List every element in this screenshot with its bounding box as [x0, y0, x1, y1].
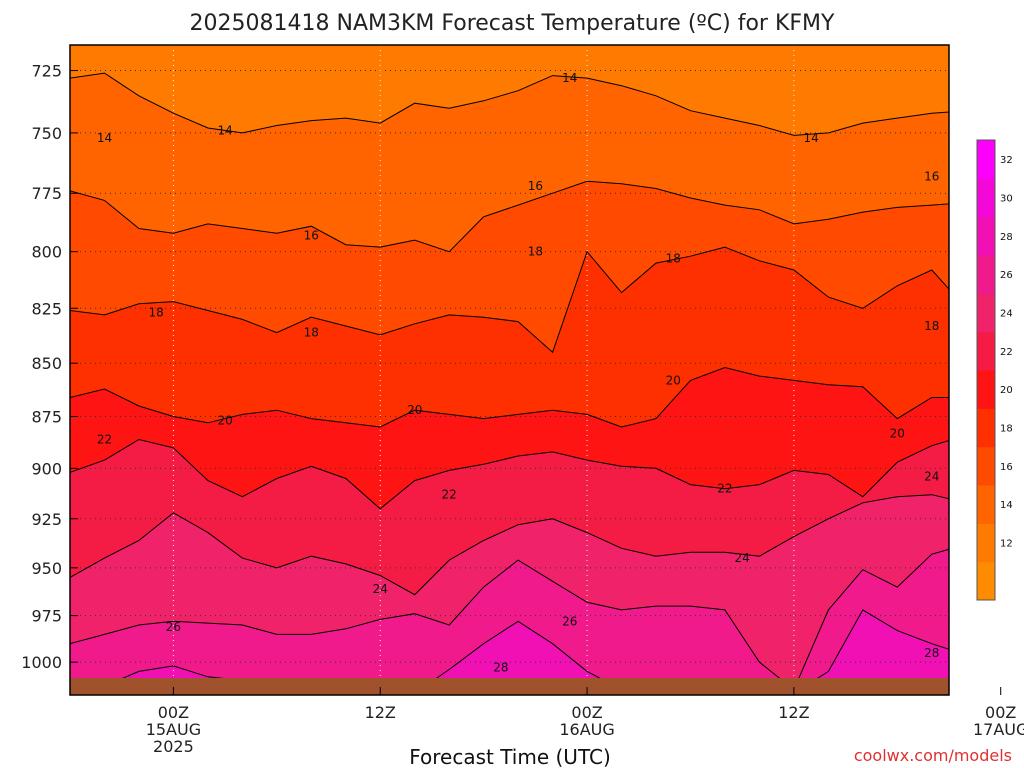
- colorbar-swatch: [977, 523, 995, 563]
- y-tick-label: 925: [31, 510, 62, 529]
- x-tick-label: 12Z: [365, 703, 396, 722]
- isotherm-labels: 14 14 14 14 16 16 16 18 18 18 18 18 20 20 20 20 22 22 22 24…: [97, 71, 991, 675]
- isotherm-14: [70, 72, 949, 136]
- colorbar-label: 22: [1000, 347, 1013, 358]
- isotherm-label: 28: [493, 661, 508, 675]
- isotherm-label: 18: [528, 245, 543, 259]
- isotherm-16: [70, 180, 949, 253]
- colorbar-label: 24: [1000, 309, 1013, 320]
- isotherm-label: 14: [562, 71, 577, 85]
- y-tick-label: 725: [31, 62, 62, 81]
- isotherm-26: [70, 548, 949, 691]
- colorbar-swatch: [977, 140, 995, 179]
- isotherm-label: 18: [924, 319, 939, 333]
- colorbar-label: 18: [1000, 424, 1013, 435]
- isotherm-label: 14: [803, 131, 818, 145]
- isotherm-label: 22: [717, 482, 732, 496]
- isotherm-20: [70, 366, 949, 428]
- isotherm-label: 14: [217, 123, 232, 137]
- isotherm-label: 26: [562, 614, 577, 628]
- colorbar-label: 16: [1000, 462, 1013, 473]
- y-tick-label: 850: [31, 354, 62, 373]
- plot-frame: [69, 44, 950, 696]
- isotherm-22: [70, 438, 949, 510]
- y-tick-label: 750: [31, 124, 62, 143]
- isotherm-label: 18: [149, 306, 164, 320]
- isotherm-label: 20: [217, 414, 232, 428]
- y-tick-label: 875: [31, 408, 62, 427]
- isotherm-label: 18: [304, 326, 319, 340]
- isotherm-label: 20: [890, 426, 905, 440]
- isotherm-label: 22: [97, 433, 112, 447]
- band-28: [70, 609, 949, 695]
- colorbar-swatch: [977, 561, 995, 601]
- isotherm-24: [70, 494, 949, 596]
- plot-area: [70, 45, 949, 695]
- y-tick-label: 775: [31, 184, 62, 203]
- y-tick-label: 900: [31, 459, 62, 478]
- isotherm-label: 26: [166, 620, 181, 634]
- colorbar-label: 12: [1000, 539, 1013, 550]
- x-tick-label: 00Z: [571, 703, 602, 722]
- colorbar-label: 28: [1000, 232, 1013, 243]
- x-axis-title: Forecast Time (UTC): [409, 745, 611, 768]
- y-tick-label: 975: [31, 607, 62, 626]
- y-tick-label: 800: [31, 243, 62, 262]
- chart-title: 2025081418 NAM3KM Forecast Temperature (…: [190, 11, 835, 36]
- colorbar-swatch: [977, 331, 995, 371]
- isotherm-label: 24: [373, 582, 388, 596]
- isotherm-label: 24: [735, 551, 750, 565]
- isotherm-label: 16: [528, 179, 543, 193]
- credit-text: coolwx.com/models: [854, 746, 1012, 765]
- colorbar-swatch: [977, 408, 995, 448]
- colorbar-swatch: [977, 293, 995, 333]
- colorbar-label: 32: [1000, 155, 1013, 166]
- isotherm-label: 16: [304, 228, 319, 242]
- x-tick-label: 12Z: [778, 703, 809, 722]
- isotherm-label: 28: [924, 646, 939, 660]
- colorbar-frame: [976, 139, 996, 601]
- x-tick-label: 15AUG: [146, 720, 201, 739]
- y-axis: 725 750 775 800 825 850 875 900 925 950 975 1000: [21, 62, 78, 672]
- colorbar-label: 26: [1000, 270, 1013, 281]
- colorbar-label: 30: [1000, 194, 1013, 205]
- colorbar-label: 20: [1000, 385, 1013, 396]
- isotherm-label: 18: [666, 252, 681, 266]
- x-tick-label: 17AUG: [973, 720, 1024, 739]
- x-tick-label: 00Z: [158, 703, 189, 722]
- y-tick-label: 1000: [21, 653, 62, 672]
- isotherm-label: 24: [924, 470, 939, 484]
- x-tick-label: 00Z: [985, 703, 1016, 722]
- isotherm-label: 22: [442, 488, 457, 502]
- colorbar-swatch: [977, 255, 995, 294]
- isotherm-label: 20: [666, 373, 681, 387]
- colorbar-swatch: [977, 178, 995, 218]
- isotherm-label: 16: [924, 170, 939, 184]
- x-tick-label: 2025: [153, 737, 194, 756]
- isotherm-lines: [70, 72, 949, 694]
- colorbar-swatch: [977, 485, 995, 524]
- colorbar: 12 14 16 18 20 22 24 26 28 30 32: [976, 139, 1013, 601]
- grid-lines: [70, 45, 949, 695]
- band-26: [70, 549, 949, 695]
- colorbar-swatch: [977, 370, 995, 409]
- terrain-ground: [70, 678, 949, 695]
- isotherm-label: 14: [97, 131, 112, 145]
- isotherm-18: [70, 246, 949, 354]
- y-tick-label: 950: [31, 559, 62, 578]
- colorbar-label: 14: [1000, 500, 1013, 511]
- isotherm-label: 20: [407, 403, 422, 417]
- y-tick-label: 825: [31, 299, 62, 318]
- colorbar-swatch: [977, 446, 995, 486]
- x-tick-label: 16AUG: [559, 720, 614, 739]
- colorbar-swatch: [977, 216, 995, 256]
